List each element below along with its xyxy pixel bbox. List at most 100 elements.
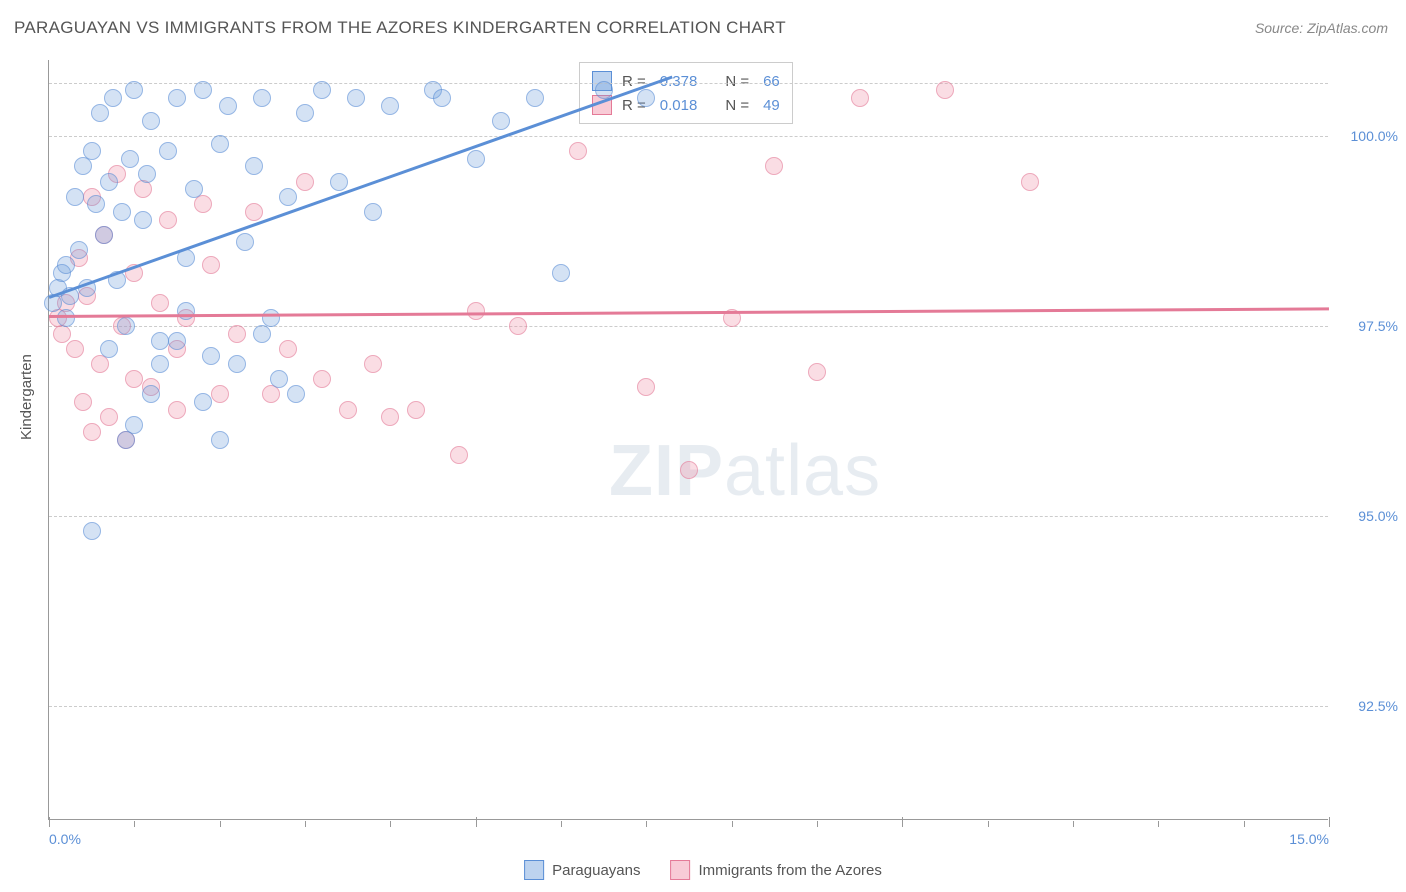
point-series2 bbox=[765, 157, 783, 175]
x-tick bbox=[988, 821, 989, 827]
point-series1 bbox=[194, 81, 212, 99]
point-series2 bbox=[313, 370, 331, 388]
point-series2 bbox=[53, 325, 71, 343]
watermark-suffix: atlas bbox=[724, 431, 881, 511]
point-series1 bbox=[125, 81, 143, 99]
point-series1 bbox=[57, 256, 75, 274]
point-series1 bbox=[211, 135, 229, 153]
point-series2 bbox=[296, 173, 314, 191]
point-series1 bbox=[270, 370, 288, 388]
point-series2 bbox=[680, 461, 698, 479]
stat-r-value: 0.378 bbox=[660, 73, 698, 90]
y-tick-label: 95.0% bbox=[1358, 508, 1398, 524]
x-tick bbox=[134, 821, 135, 827]
x-tick bbox=[732, 821, 733, 827]
point-series1 bbox=[330, 173, 348, 191]
point-series2 bbox=[74, 393, 92, 411]
x-tick bbox=[1073, 821, 1074, 827]
x-tick bbox=[902, 817, 903, 827]
point-series1 bbox=[467, 150, 485, 168]
y-tick-label: 97.5% bbox=[1358, 318, 1398, 334]
point-series2 bbox=[134, 180, 152, 198]
point-series1 bbox=[287, 385, 305, 403]
bottom-legend: ParaguayansImmigrants from the Azores bbox=[524, 860, 882, 880]
x-tick bbox=[220, 821, 221, 827]
watermark: ZIPatlas bbox=[609, 430, 881, 512]
point-series1 bbox=[142, 385, 160, 403]
point-series1 bbox=[245, 157, 263, 175]
point-series1 bbox=[637, 89, 655, 107]
point-series2 bbox=[407, 401, 425, 419]
point-series1 bbox=[279, 188, 297, 206]
point-series1 bbox=[168, 332, 186, 350]
point-series1 bbox=[347, 89, 365, 107]
stat-n-value: 49 bbox=[763, 97, 780, 114]
point-series1 bbox=[134, 211, 152, 229]
point-series2 bbox=[159, 211, 177, 229]
source-label: Source: ZipAtlas.com bbox=[1255, 20, 1388, 36]
x-tick bbox=[49, 817, 50, 827]
point-series2 bbox=[381, 408, 399, 426]
point-series1 bbox=[142, 112, 160, 130]
point-series1 bbox=[253, 89, 271, 107]
point-series1 bbox=[211, 431, 229, 449]
point-series2 bbox=[202, 256, 220, 274]
point-series1 bbox=[70, 241, 88, 259]
point-series2 bbox=[936, 81, 954, 99]
x-tick-label: 15.0% bbox=[1289, 831, 1329, 847]
point-series2 bbox=[851, 89, 869, 107]
point-series1 bbox=[125, 416, 143, 434]
point-series1 bbox=[91, 104, 109, 122]
x-tick bbox=[476, 817, 477, 827]
point-series1 bbox=[253, 325, 271, 343]
point-series1 bbox=[117, 317, 135, 335]
point-series2 bbox=[168, 401, 186, 419]
point-series2 bbox=[339, 401, 357, 419]
plot-area: ZIPatlas R =0.378N =66R =0.018N =49 92.5… bbox=[48, 60, 1328, 820]
point-series2 bbox=[450, 446, 468, 464]
legend-item: Immigrants from the Azores bbox=[671, 860, 882, 880]
x-tick-label: 0.0% bbox=[49, 831, 81, 847]
trendline-series2 bbox=[49, 307, 1329, 317]
watermark-prefix: ZIP bbox=[609, 431, 724, 511]
point-series1 bbox=[87, 195, 105, 213]
point-series2 bbox=[194, 195, 212, 213]
point-series1 bbox=[66, 188, 84, 206]
point-series1 bbox=[100, 340, 118, 358]
chart-title: PARAGUAYAN VS IMMIGRANTS FROM THE AZORES… bbox=[14, 18, 786, 38]
point-series2 bbox=[245, 203, 263, 221]
point-series1 bbox=[381, 97, 399, 115]
point-series1 bbox=[492, 112, 510, 130]
point-series1 bbox=[313, 81, 331, 99]
point-series2 bbox=[1021, 173, 1039, 191]
gridline-h bbox=[49, 516, 1328, 517]
legend-stats-row: R =0.018N =49 bbox=[592, 93, 780, 117]
y-axis-label: Kindergarten bbox=[18, 354, 35, 440]
x-tick bbox=[1329, 817, 1330, 827]
point-series2 bbox=[467, 302, 485, 320]
stat-n-label: N = bbox=[725, 73, 749, 90]
legend-label: Immigrants from the Azores bbox=[699, 862, 882, 879]
point-series2 bbox=[279, 340, 297, 358]
point-series1 bbox=[113, 203, 131, 221]
point-series2 bbox=[66, 340, 84, 358]
legend-stats-row: R =0.378N =66 bbox=[592, 69, 780, 93]
gridline-h bbox=[49, 706, 1328, 707]
point-series2 bbox=[228, 325, 246, 343]
point-series2 bbox=[83, 423, 101, 441]
point-series1 bbox=[202, 347, 220, 365]
point-series1 bbox=[219, 97, 237, 115]
point-series1 bbox=[526, 89, 544, 107]
point-series1 bbox=[364, 203, 382, 221]
x-tick bbox=[646, 821, 647, 827]
legend-swatch bbox=[671, 860, 691, 880]
point-series1 bbox=[177, 302, 195, 320]
point-series1 bbox=[138, 165, 156, 183]
point-series1 bbox=[194, 393, 212, 411]
point-series1 bbox=[228, 355, 246, 373]
x-tick bbox=[561, 821, 562, 827]
stat-r-value: 0.018 bbox=[660, 97, 698, 114]
legend-swatch bbox=[524, 860, 544, 880]
point-series1 bbox=[185, 180, 203, 198]
point-series2 bbox=[808, 363, 826, 381]
